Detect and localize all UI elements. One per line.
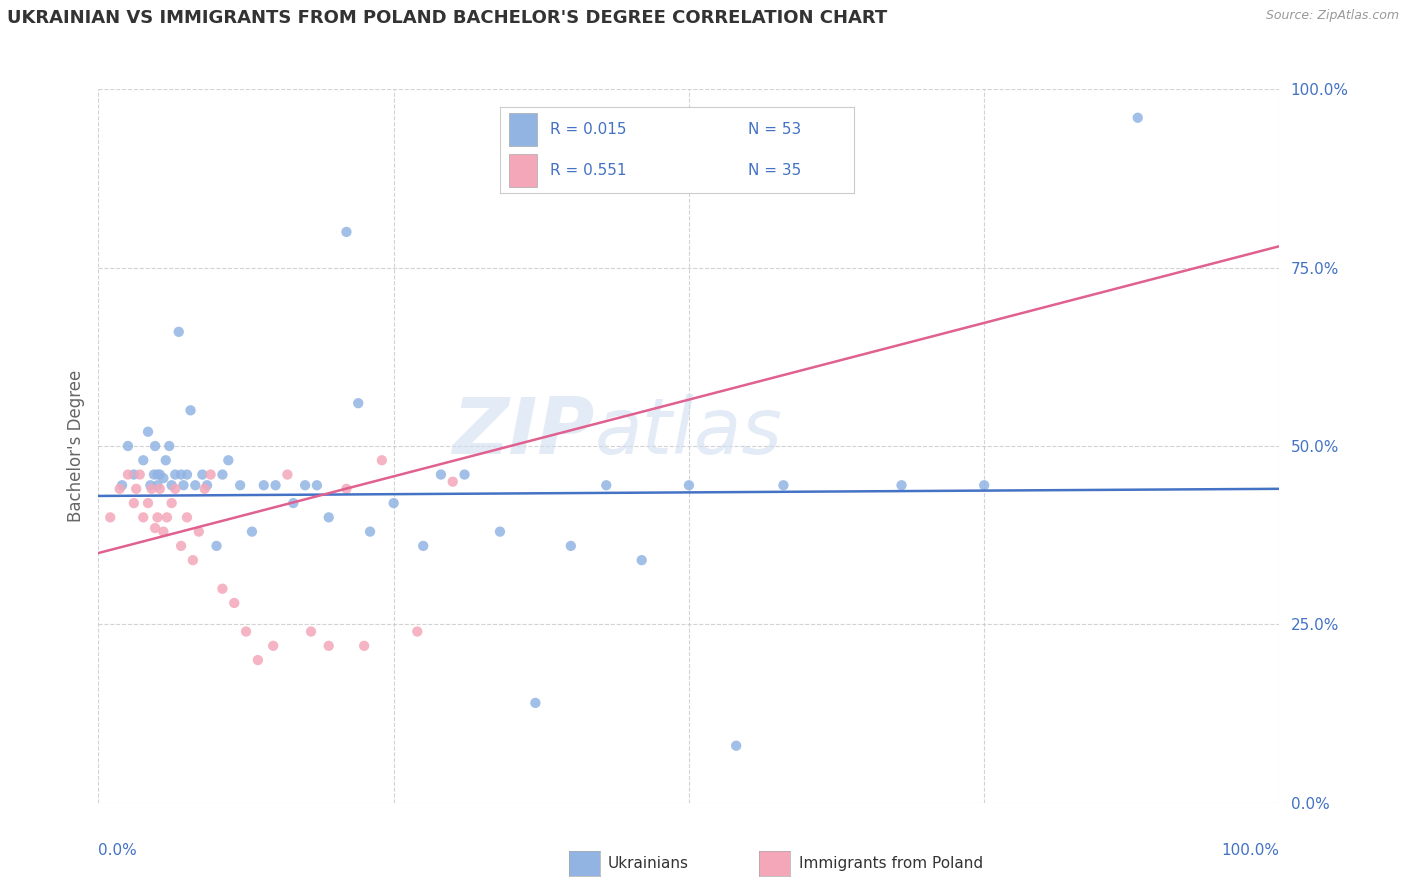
Point <box>772 478 794 492</box>
Point <box>111 478 134 492</box>
Point <box>353 639 375 653</box>
Point <box>165 467 187 482</box>
Point <box>318 639 340 653</box>
Point <box>125 482 148 496</box>
Point <box>229 478 252 492</box>
Point <box>335 225 357 239</box>
Point <box>305 478 328 492</box>
Point <box>108 482 131 496</box>
Point <box>630 553 652 567</box>
Point <box>141 482 163 496</box>
Point <box>170 467 193 482</box>
Point <box>489 524 512 539</box>
Text: atlas: atlas <box>595 393 782 470</box>
Text: 0.0%: 0.0% <box>98 843 138 858</box>
Point <box>122 467 145 482</box>
Point <box>211 467 233 482</box>
Point <box>143 439 166 453</box>
Point <box>347 396 370 410</box>
Point <box>139 478 162 492</box>
Point <box>595 478 617 492</box>
Point <box>335 482 357 496</box>
Point <box>195 478 218 492</box>
Point <box>149 482 172 496</box>
Point <box>524 696 547 710</box>
Point <box>725 739 748 753</box>
Point <box>170 539 193 553</box>
Point <box>253 478 276 492</box>
Point <box>246 653 269 667</box>
Point <box>678 478 700 492</box>
Point <box>152 471 174 485</box>
Point <box>176 510 198 524</box>
Point <box>146 510 169 524</box>
Point <box>406 624 429 639</box>
Point <box>156 510 179 524</box>
Point <box>262 639 284 653</box>
Point <box>382 496 405 510</box>
Point <box>187 524 209 539</box>
Point <box>318 510 340 524</box>
Point <box>146 467 169 482</box>
Point <box>264 478 287 492</box>
Y-axis label: Bachelor's Degree: Bachelor's Degree <box>66 370 84 522</box>
Point <box>132 453 155 467</box>
Text: UKRAINIAN VS IMMIGRANTS FROM POLAND BACHELOR'S DEGREE CORRELATION CHART: UKRAINIAN VS IMMIGRANTS FROM POLAND BACH… <box>7 9 887 27</box>
Point <box>240 524 263 539</box>
Point <box>122 496 145 510</box>
Point <box>191 467 214 482</box>
Point <box>98 510 121 524</box>
Point <box>155 453 177 467</box>
Point <box>235 624 257 639</box>
Text: 100.0%: 100.0% <box>1222 843 1279 858</box>
Point <box>143 521 166 535</box>
Point <box>371 453 394 467</box>
Point <box>136 496 159 510</box>
Point <box>165 482 187 496</box>
Point <box>211 582 233 596</box>
Point <box>430 467 453 482</box>
Point <box>117 467 139 482</box>
Point <box>294 478 316 492</box>
Point <box>194 482 217 496</box>
Text: ZIP: ZIP <box>453 393 595 470</box>
Point <box>128 467 150 482</box>
Point <box>412 539 434 553</box>
Point <box>973 478 995 492</box>
Point <box>217 453 239 467</box>
Point <box>160 496 183 510</box>
Point <box>132 510 155 524</box>
Point <box>172 478 194 492</box>
Point <box>1126 111 1149 125</box>
Point <box>180 403 202 417</box>
Point <box>160 478 183 492</box>
Point <box>283 496 305 510</box>
Point <box>146 478 169 492</box>
Point <box>890 478 912 492</box>
Point <box>181 553 204 567</box>
Point <box>157 439 180 453</box>
Point <box>276 467 298 482</box>
Point <box>117 439 139 453</box>
Text: Immigrants from Poland: Immigrants from Poland <box>799 856 983 871</box>
Point <box>149 467 172 482</box>
Point <box>359 524 381 539</box>
Point <box>441 475 464 489</box>
Point <box>136 425 159 439</box>
Point <box>205 539 228 553</box>
Text: Ukrainians: Ukrainians <box>607 856 689 871</box>
Point <box>167 325 190 339</box>
Point <box>152 524 174 539</box>
Point <box>453 467 475 482</box>
Point <box>176 467 198 482</box>
Point <box>299 624 322 639</box>
Point <box>200 467 222 482</box>
Point <box>224 596 246 610</box>
Text: Source: ZipAtlas.com: Source: ZipAtlas.com <box>1265 9 1399 22</box>
Point <box>142 467 165 482</box>
Point <box>184 478 207 492</box>
Point <box>560 539 582 553</box>
